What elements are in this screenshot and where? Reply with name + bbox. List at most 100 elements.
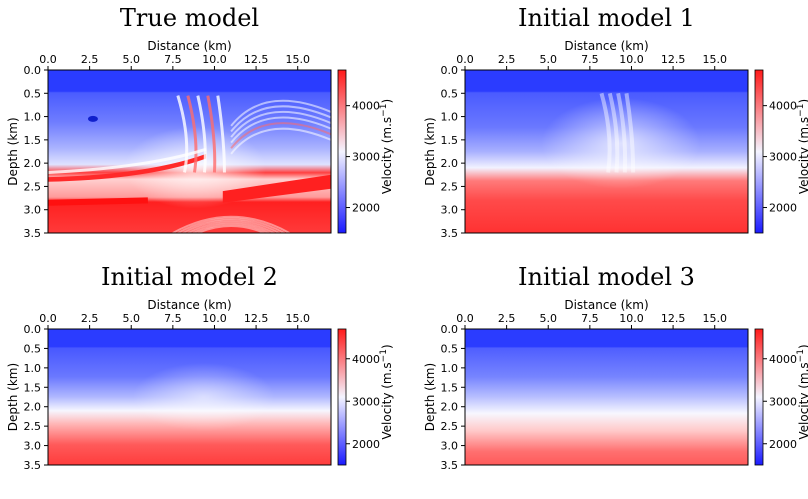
y-tick: 1.5 xyxy=(441,134,465,147)
layer-structures xyxy=(48,95,331,233)
x-tick: 0.0 xyxy=(39,312,57,329)
colorbar-tick-label: 3000 xyxy=(769,151,797,164)
panel-title: Initial model 3 xyxy=(518,263,695,291)
x-tick: 12.5 xyxy=(244,312,269,329)
colorbar-tick: 2000 xyxy=(763,202,797,215)
y-tick: 1.5 xyxy=(24,134,48,147)
x-tick: 2.5 xyxy=(498,53,516,70)
y-tick-label: 3.0 xyxy=(24,440,42,453)
x-tick: 5.0 xyxy=(122,312,140,329)
y-tick: 1.0 xyxy=(441,111,465,124)
y-tick-label: 2.5 xyxy=(24,420,42,433)
x-tick-label: 15.0 xyxy=(285,53,310,66)
x-tick: 2.5 xyxy=(81,53,98,70)
colorbar-tick: 4000 xyxy=(763,100,797,113)
colorbar-tick-label: 4000 xyxy=(352,100,380,113)
x-tick-label: 0.0 xyxy=(39,53,57,66)
y-tick: 2.5 xyxy=(441,420,465,433)
x-tick: 15.0 xyxy=(285,53,310,70)
y-tick: 3.0 xyxy=(24,204,48,217)
x-tick: 15.0 xyxy=(702,312,727,329)
x-tick-label: 5.0 xyxy=(539,53,557,66)
x-tick-label: 2.5 xyxy=(498,53,516,66)
y-tick-label: 2.5 xyxy=(441,180,459,193)
y-tick: 3.5 xyxy=(24,227,48,240)
colorbar-tick: 4000 xyxy=(346,353,380,366)
y-tick-label: 1.0 xyxy=(24,362,42,375)
y-tick-label: 1.5 xyxy=(24,381,42,394)
x-tick-label: 0.0 xyxy=(456,53,474,66)
y-tick-label: 2.0 xyxy=(24,401,42,414)
x-tick-label: 10.0 xyxy=(619,53,644,66)
x-axis-label: Distance (km) xyxy=(564,298,648,312)
colorbar-tick-label: 4000 xyxy=(769,100,797,113)
y-tick: 2.0 xyxy=(441,157,465,170)
colorbar-tick: 4000 xyxy=(346,100,380,113)
y-tick: 0.5 xyxy=(24,87,48,100)
y-tick-label: 1.5 xyxy=(441,381,459,394)
y-tick: 1.0 xyxy=(24,362,48,375)
x-tick: 12.5 xyxy=(244,53,269,70)
x-axis-label: Distance (km) xyxy=(147,39,231,53)
x-tick: 2.5 xyxy=(498,312,515,329)
panel-title: Initial model 2 xyxy=(101,263,278,291)
x-tick-label: 12.5 xyxy=(661,312,686,325)
y-tick: 0.5 xyxy=(441,342,465,355)
colorbar-tick: 2000 xyxy=(763,438,797,451)
y-tick-label: 0.5 xyxy=(441,342,459,355)
y-tick-label: 3.5 xyxy=(24,459,42,472)
colorbar-tick-label: 2000 xyxy=(769,202,797,215)
y-tick: 2.5 xyxy=(24,420,48,433)
colorbar-label: Velocity (m.s−1) xyxy=(379,344,394,439)
y-tick-label: 3.5 xyxy=(441,459,459,472)
y-tick-label: 0.0 xyxy=(441,64,459,77)
y-tick-label: 3.0 xyxy=(24,204,42,217)
y-tick-label: 0.5 xyxy=(24,87,42,100)
colorbar-label: Velocity (m.s−1) xyxy=(796,99,808,194)
y-axis-label: Depth (km) xyxy=(423,117,437,185)
x-tick-label: 15.0 xyxy=(285,312,310,325)
plot-frame xyxy=(47,69,332,234)
panel-4: Initial model 3 0.0 2.5 5.0 7.5 10.0 12.5 15.0 D… xyxy=(423,263,808,472)
x-tick-label: 15.0 xyxy=(702,53,727,66)
x-tick-label: 5.0 xyxy=(122,312,140,325)
x-tick-label: 12.5 xyxy=(244,53,269,66)
x-tick-label: 7.5 xyxy=(164,312,182,325)
x-tick-label: 0.0 xyxy=(456,312,474,325)
x-tick: 15.0 xyxy=(702,53,727,70)
x-tick: 7.5 xyxy=(164,53,182,70)
y-tick-label: 2.0 xyxy=(441,401,459,414)
colorbar-tick-label: 2000 xyxy=(352,438,380,451)
y-tick: 1.0 xyxy=(441,362,465,375)
y-tick: 1.5 xyxy=(441,381,465,394)
x-tick: 7.5 xyxy=(581,312,599,329)
y-tick: 2.0 xyxy=(441,401,465,414)
y-tick-label: 0.0 xyxy=(441,323,459,336)
y-tick: 0.0 xyxy=(441,323,465,336)
colorbar-tick: 3000 xyxy=(346,395,380,408)
y-tick-label: 3.5 xyxy=(24,227,42,240)
y-tick: 0.0 xyxy=(24,323,48,336)
x-tick: 2.5 xyxy=(81,312,98,329)
x-tick: 5.0 xyxy=(539,312,557,329)
y-tick-label: 1.5 xyxy=(24,134,42,147)
colorbar-tick: 4000 xyxy=(763,353,797,366)
x-axis-label: Distance (km) xyxy=(147,298,231,312)
y-axis-label: Depth (km) xyxy=(423,363,437,431)
plot-frame xyxy=(464,328,749,466)
colorbar-tick-label: 3000 xyxy=(352,151,380,164)
x-tick: 15.0 xyxy=(285,312,310,329)
x-tick: 0.0 xyxy=(39,53,57,70)
y-tick: 3.5 xyxy=(24,459,48,472)
x-tick-label: 12.5 xyxy=(244,312,269,325)
colorbar-tick: 2000 xyxy=(346,438,380,451)
y-tick-label: 2.5 xyxy=(24,180,42,193)
x-tick-label: 7.5 xyxy=(164,53,182,66)
y-tick: 3.5 xyxy=(441,459,465,472)
x-tick: 0.0 xyxy=(456,53,474,70)
heatmap-field xyxy=(465,329,748,465)
x-tick: 5.0 xyxy=(539,53,557,70)
x-tick-label: 7.5 xyxy=(581,53,599,66)
